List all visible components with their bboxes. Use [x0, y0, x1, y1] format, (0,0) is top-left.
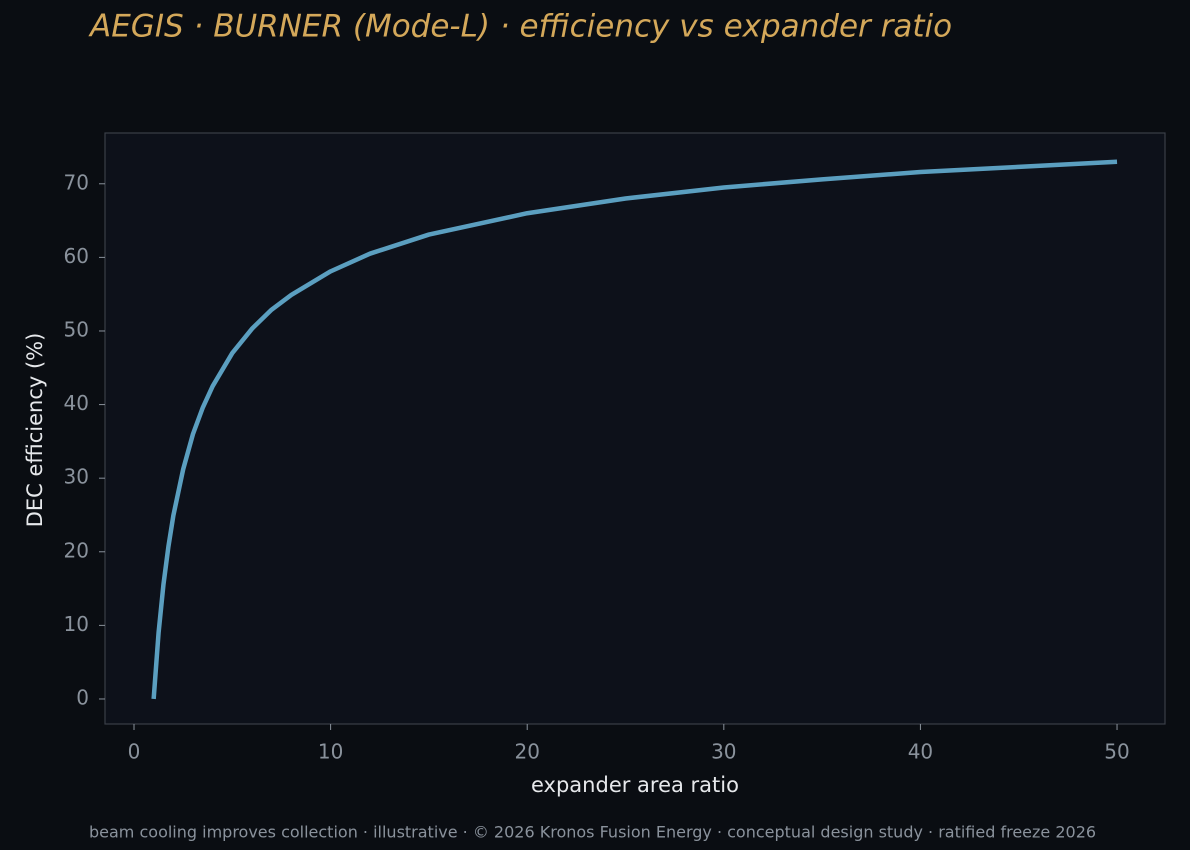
x-tick-label: 0 — [128, 740, 141, 764]
chart-title: AEGIS · BURNER (Mode-L) · efficiency vs … — [88, 9, 952, 45]
x-tick-label: 40 — [908, 740, 933, 764]
y-tick-label: 10 — [64, 612, 89, 636]
y-tick-label: 20 — [64, 538, 89, 562]
y-tick-label: 40 — [64, 391, 89, 415]
x-tick-label: 50 — [1104, 740, 1129, 764]
y-tick-label: 0 — [76, 685, 89, 709]
x-axis-label: expander area ratio — [531, 773, 739, 797]
y-tick-label: 60 — [64, 244, 89, 268]
line — [151, 159, 1118, 700]
y-tick-label: 70 — [64, 170, 89, 194]
y-tick-label: 30 — [64, 465, 89, 489]
y-tick-label: 50 — [64, 317, 89, 341]
plot-area — [104, 132, 1166, 725]
y-axis-label: DEC efficiency (%) — [23, 333, 47, 528]
footer: beam cooling improves collection · illus… — [89, 823, 1096, 842]
x-tick-label: 20 — [514, 740, 539, 764]
x-tick-label: 30 — [711, 740, 736, 764]
x-tick-label: 10 — [318, 740, 343, 764]
